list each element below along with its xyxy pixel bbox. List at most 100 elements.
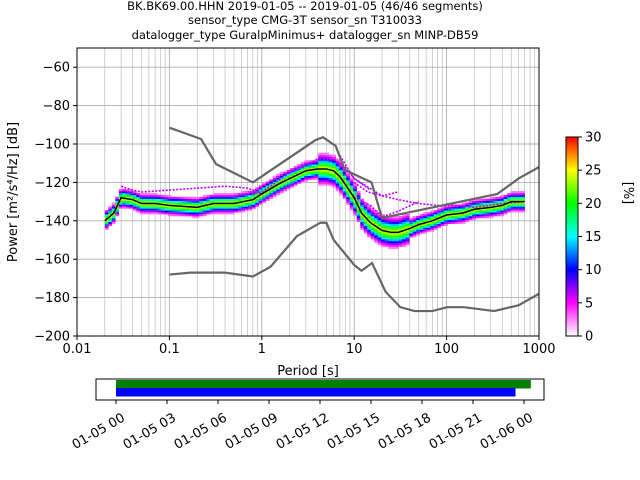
psd-cell [143,194,148,198]
psd-cell [521,198,525,201]
psd-cell [437,214,442,217]
psd-cell [150,200,155,203]
psd-cell [433,219,438,223]
psd-cell [423,231,428,234]
psd-cell [258,200,263,203]
psd-cell [286,187,291,190]
psd-cell [458,217,463,221]
psd-cell [367,204,372,207]
psd-cell [227,198,232,201]
psd-cell [108,210,113,213]
psd-cell [185,196,190,200]
psd-cell [150,210,155,213]
psd-cell [405,221,410,224]
psd-cell [356,202,361,205]
psd-cell [108,206,113,209]
psd-cell [206,204,211,207]
psd-cell [353,194,358,198]
psd-cell [391,239,396,242]
psd-cell [199,202,204,205]
psd-cell [293,175,298,178]
psd-cell [143,192,148,196]
psd-cell [335,181,340,184]
psd-cell [318,173,323,176]
psd-cell [111,202,116,205]
psd-cell [111,217,116,221]
psd-cell [122,202,127,205]
psd-cell [486,204,490,207]
psd-cell [346,202,351,205]
psd-cell [227,200,232,203]
psd-cell [314,166,319,169]
psd-cell [223,198,228,201]
colorbar-tick-label: 0 [585,330,593,345]
psd-cell [157,210,162,213]
psd-cell [367,210,372,213]
psd-cell [363,208,368,211]
psd-cell [111,204,116,207]
psd-cell [255,200,260,203]
psd-cell [398,244,403,248]
psd-cell [377,225,382,228]
psd-cell [276,191,281,194]
psd-cell [125,206,130,209]
psd-outlier-trace [353,181,525,209]
psd-cell [398,231,403,234]
psd-cell [391,242,396,246]
psd-cell [157,196,162,200]
psd-cell [402,227,407,230]
psd-outlier-trace [339,155,399,197]
psd-cell [388,237,393,240]
psd-cell [241,196,246,200]
psd-cell [444,221,449,224]
psd-cell [447,219,452,223]
psd-cell [349,202,354,205]
psd-cell [185,206,190,209]
psd-cell [468,206,473,209]
psd-cell [370,229,375,232]
psd-cell [318,160,323,163]
colorbar-tick-label: 5 [585,296,593,311]
psd-cell [507,196,511,200]
psd-cell [416,233,421,236]
psd-cell [335,187,340,190]
psd-cell [136,206,141,209]
psd-cell [514,191,518,194]
psd-cell [136,210,141,213]
psd-cell [360,216,365,219]
psd-cell [461,219,466,223]
psd-cell [433,223,438,226]
psd-cell [377,242,382,246]
psd-cell [360,217,365,221]
psd-cell [178,210,183,213]
psd-cell [181,202,186,205]
psd-cell [192,202,197,205]
psd-cell [185,208,190,211]
psd-cell [367,216,372,219]
psd-cell [328,160,333,163]
psd-cell [199,208,204,211]
psd-cell [139,206,144,209]
psd-cell [139,198,144,201]
psd-cell [307,164,312,167]
psd-cell [388,217,393,221]
psd-cell [367,221,372,224]
psd-cell [213,206,218,209]
psd-cell [164,212,169,215]
psd-cell [104,212,109,215]
psd-cell [321,171,326,175]
psd-cell [384,225,389,228]
psd-cell [272,187,277,190]
psd-cell [381,221,386,224]
psd-cell [514,202,518,205]
psd-cell [248,208,253,211]
psd-cell [174,210,179,213]
psd-cell [227,210,232,213]
psd-cell [122,191,127,194]
y-tick-label: −160 [34,253,70,268]
psd-cell [185,202,190,205]
psd-cell [248,196,253,200]
psd-cell [293,181,298,184]
psd-cell [451,216,456,219]
psd-cell [412,235,417,238]
